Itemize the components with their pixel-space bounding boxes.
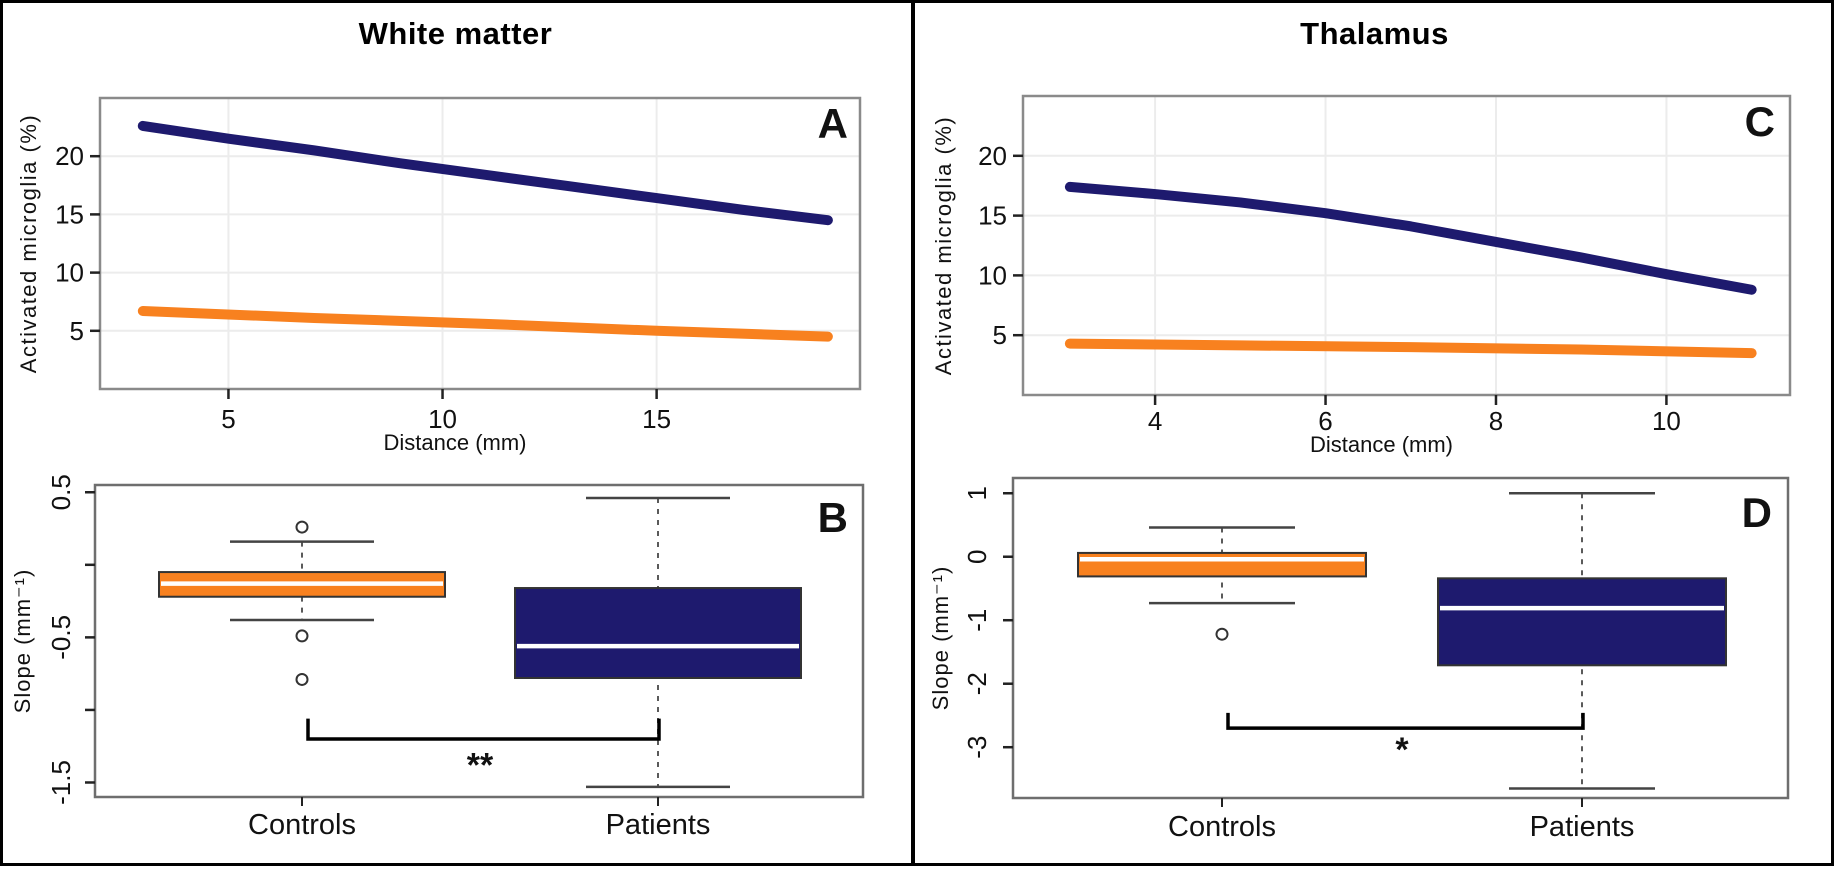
panel-letter-D: D: [1742, 489, 1772, 536]
plot-border: [1021, 94, 1792, 397]
y-axis-title: Activated microglia (%): [16, 114, 41, 373]
outlier-point: [1215, 627, 1229, 641]
y-tick-label: -1.5: [46, 760, 76, 805]
x-tick-label: 4: [1148, 406, 1162, 436]
x-axis-title: Distance (mm): [383, 430, 526, 455]
panel-letter-A: A: [818, 100, 848, 147]
y-tick-label: -2: [962, 672, 992, 695]
column-title-white-matter: White matter: [358, 16, 553, 51]
series-line-controls: [1064, 338, 1757, 359]
y-tick-label: 10: [55, 258, 84, 288]
category-label-patients: Patients: [606, 809, 711, 841]
x-tick-label: 6: [1318, 406, 1332, 436]
column-title-thalamus: Thalamus: [1300, 16, 1449, 51]
x-tick-label: 10: [1652, 406, 1681, 436]
panel-letter-B: B: [818, 494, 848, 541]
box-patients: [514, 587, 802, 680]
box-chart-thalamus: 1 0 -1 -2 -3 Controls Patients * Slope (mm⁻¹) D: [928, 476, 1790, 843]
plot-border: [98, 96, 862, 391]
y-axis-title: Activated microglia (%): [931, 116, 956, 375]
y-axis-title: Slope (mm⁻¹): [10, 569, 35, 714]
panel-letter-C: C: [1745, 98, 1775, 145]
significance-bracket: [306, 718, 661, 741]
box-controls: [1077, 551, 1367, 578]
y-tick-label: 5: [993, 320, 1007, 350]
category-label-controls: Controls: [1168, 811, 1276, 843]
outlier-point: [295, 629, 309, 643]
column-divider: [911, 0, 915, 866]
x-tick-label: 15: [642, 404, 671, 434]
series-line-patients: [137, 120, 833, 226]
y-tick-label: -0.5: [46, 615, 76, 660]
y-axis-title: Slope (mm⁻¹): [928, 566, 953, 711]
y-tick-label: 15: [55, 199, 84, 229]
x-axis-title: Distance (mm): [1310, 432, 1453, 457]
significance-bracket: [1226, 712, 1585, 730]
outlier-point: [295, 520, 309, 534]
series-line-patients: [1064, 181, 1757, 295]
significance-stars: *: [1395, 731, 1409, 769]
y-tick-label: 5: [70, 316, 84, 346]
series-line-controls: [137, 306, 833, 342]
y-tick-label: 20: [55, 141, 84, 171]
x-tick-label: 5: [221, 404, 235, 434]
category-label-controls: Controls: [248, 809, 356, 841]
category-label-patients: Patients: [1530, 811, 1635, 843]
y-tick-label: 1: [962, 486, 992, 500]
y-tick-label: 15: [978, 201, 1007, 231]
line-chart-white-matter: 5 10 15 20 5 10 15 Distance (mm) Activated micro…: [16, 96, 862, 455]
y-tick-label: 10: [978, 260, 1007, 290]
y-tick-label: -3: [962, 736, 992, 759]
significance-stars: **: [467, 747, 494, 785]
x-tick-label: 8: [1489, 406, 1503, 436]
y-tick-label: 0.5: [46, 474, 76, 510]
outlier-point: [295, 672, 309, 686]
box-chart-white-matter: 0.5 -0.5 -1.5 Controls Patients ** Slope (mm⁻¹…: [10, 474, 865, 841]
x-tick-label: 10: [428, 404, 457, 434]
y-tick-label: -1: [962, 609, 992, 632]
y-tick-label: 20: [978, 141, 1007, 171]
y-tick-label: 0: [962, 549, 992, 563]
line-chart-thalamus: 5 10 15 20 4 6 8 10 Distance (mm) Activated micro…: [931, 94, 1792, 457]
box-patients: [1437, 577, 1727, 667]
